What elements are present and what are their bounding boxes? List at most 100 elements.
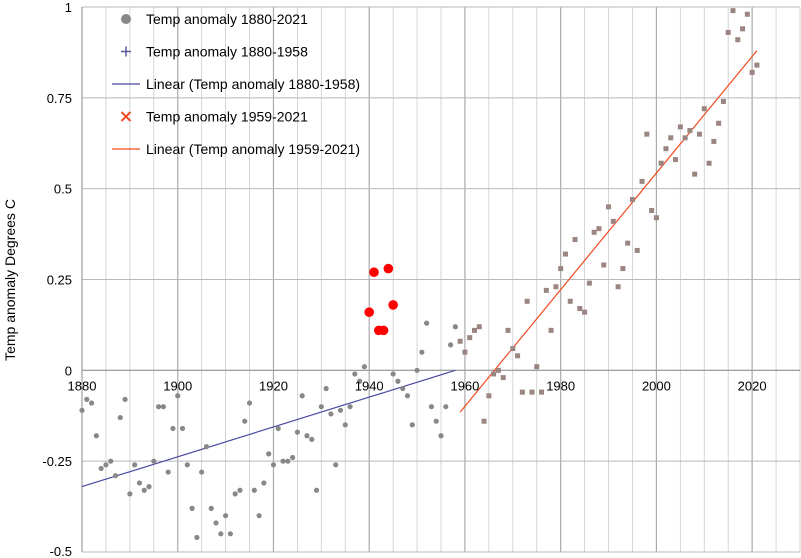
gridlines: [81, 6, 801, 553]
data-point: [127, 491, 133, 497]
data-point: [730, 8, 736, 14]
x-tick-label: 2000: [642, 378, 671, 393]
data-point: [309, 436, 315, 442]
data-point: [620, 266, 626, 272]
data-point: [151, 458, 157, 464]
data-points: [79, 8, 760, 541]
data-point: [285, 458, 291, 464]
data-point: [677, 124, 683, 130]
data-point: [486, 393, 492, 399]
data-point: [352, 371, 358, 377]
data-point: [246, 400, 253, 406]
data-point: [199, 469, 205, 475]
data-point: [740, 26, 746, 32]
data-point: [515, 353, 521, 359]
data-point: [256, 513, 262, 519]
data-point: [333, 462, 339, 468]
data-point: [443, 404, 449, 410]
data-point: [649, 207, 655, 213]
data-point: [625, 240, 631, 246]
data-point: [347, 404, 353, 410]
data-point: [184, 462, 190, 468]
data-point: [194, 534, 200, 541]
data-point: [108, 458, 114, 464]
data-point: [711, 138, 717, 144]
x-tick-label: 1980: [546, 378, 575, 393]
legend: Temp anomaly 1880-2021 Temp anomaly 1880-…: [112, 11, 360, 157]
data-point: [639, 178, 645, 184]
legend-item: Temp anomaly 1959-2021: [120, 109, 308, 125]
data-point: [400, 385, 406, 392]
data-point: [438, 433, 444, 439]
data-point: [567, 298, 573, 304]
data-point: [582, 309, 588, 315]
data-point-highlight: [388, 300, 398, 310]
data-point: [261, 480, 267, 486]
data-point: [586, 280, 592, 286]
data-point: [155, 404, 162, 410]
data-point-highlight: [369, 267, 379, 278]
data-point: [189, 505, 195, 511]
data-point: [275, 425, 281, 432]
data-point: [500, 375, 506, 381]
data-point: [270, 462, 277, 468]
data-point: [591, 229, 597, 235]
data-point: [141, 487, 147, 493]
data-point: [696, 131, 702, 137]
data-point: [117, 414, 123, 421]
data-point: [601, 262, 607, 268]
data-point: [213, 520, 219, 526]
legend-label: Temp anomaly 1880-2021: [146, 11, 308, 27]
data-point: [395, 378, 401, 384]
data-point: [318, 404, 324, 410]
data-point: [548, 327, 554, 333]
legend-item: Linear (Temp anomaly 1959-2021): [112, 141, 360, 157]
legend-label: Linear (Temp anomaly 1959-2021): [146, 141, 360, 157]
data-point: [237, 487, 243, 493]
data-point: [266, 451, 272, 457]
data-point: [414, 367, 420, 373]
data-point: [290, 454, 296, 461]
y-tick-label: 1: [65, 0, 72, 15]
y-tick-label: -0.25: [42, 454, 72, 469]
data-point: [304, 433, 310, 439]
trendline: [459, 50, 758, 413]
data-point: [88, 400, 95, 406]
data-point: [160, 404, 166, 410]
data-point: [634, 247, 640, 253]
legend-item: Temp anomaly 1880-1958: [121, 44, 308, 60]
data-point: [749, 69, 755, 75]
data-point: [218, 531, 224, 537]
data-point: [98, 465, 104, 472]
data-point: [361, 364, 368, 370]
data-point-highlight: [378, 325, 389, 336]
data-point: [170, 425, 176, 432]
data-point: [687, 128, 693, 134]
data-point: [280, 458, 286, 464]
data-point: [491, 371, 497, 377]
x-tick-label: 1940: [355, 378, 384, 393]
data-point: [132, 462, 138, 468]
data-point: [572, 237, 578, 243]
data-point: [476, 324, 482, 330]
y-tick-label: -0.5: [50, 544, 72, 558]
data-point: [658, 160, 664, 166]
data-point: [93, 433, 99, 439]
data-point: [299, 393, 305, 399]
data-point: [342, 422, 348, 428]
legend-label: Linear (Temp anomaly 1880-1958): [146, 76, 360, 92]
data-point: [505, 327, 511, 333]
data-point: [716, 120, 722, 126]
data-point: [644, 131, 650, 137]
y-tick-label: 0.25: [47, 273, 72, 288]
data-point: [529, 389, 535, 395]
data-point: [428, 404, 435, 410]
data-point: [242, 418, 248, 424]
data-point: [701, 106, 707, 112]
data-point: [227, 531, 233, 537]
data-point: [472, 327, 478, 333]
x-tick-label: 1920: [259, 378, 288, 393]
data-point: [328, 411, 334, 417]
data-point: [447, 342, 454, 348]
